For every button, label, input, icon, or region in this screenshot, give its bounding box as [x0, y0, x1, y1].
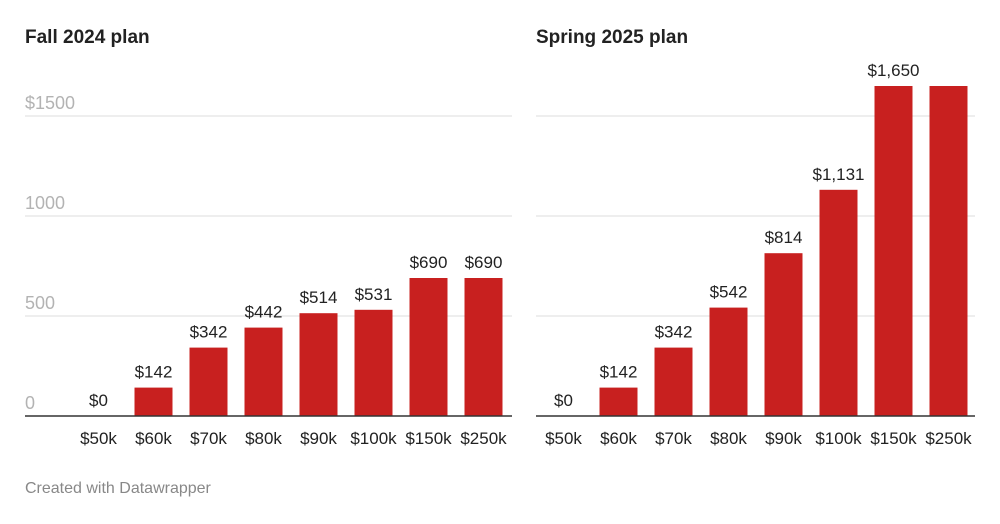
bar-value-label: $1,131	[813, 165, 865, 184]
chart-title: Spring 2025 plan	[536, 27, 688, 48]
chart-title: Fall 2024 plan	[25, 27, 150, 48]
bar-value-label: $690	[465, 253, 503, 272]
bar-value-label: $142	[600, 363, 638, 382]
bar	[654, 347, 693, 416]
bar-value-label: $342	[190, 323, 228, 342]
y-tick-label: 1000	[25, 193, 65, 213]
x-tick-label: $50k	[545, 429, 582, 448]
bar-value-label: $142	[135, 363, 173, 382]
bar	[709, 307, 748, 416]
y-tick-label: 0	[25, 393, 35, 413]
x-tick-label: $80k	[245, 429, 282, 448]
bar	[929, 86, 968, 416]
bar	[409, 278, 448, 416]
x-tick-label: $150k	[870, 429, 917, 448]
bar	[819, 189, 858, 416]
bar	[764, 253, 803, 416]
x-tick-label: $100k	[350, 429, 397, 448]
bar	[874, 86, 913, 416]
bar-value-label: $0	[554, 391, 573, 410]
bar-value-label: $0	[89, 391, 108, 410]
bar	[189, 347, 228, 416]
x-tick-label: $80k	[710, 429, 747, 448]
bar-value-label: $542	[710, 283, 748, 302]
x-tick-label: $50k	[80, 429, 117, 448]
bar-value-label: $514	[300, 288, 338, 307]
bar-value-label: $442	[245, 303, 283, 322]
bar	[244, 327, 283, 416]
x-tick-label: $100k	[815, 429, 862, 448]
y-tick-label: 500	[25, 293, 55, 313]
chart-fall-2024: Fall 2024 plan 0 500 1000 $1500 $0 $50k $142 $60…	[25, 27, 512, 448]
bar	[464, 278, 503, 416]
bar-value-label: $814	[765, 228, 803, 247]
bar-value-label: $690	[410, 253, 448, 272]
x-tick-label: $90k	[765, 429, 802, 448]
bar	[134, 387, 173, 416]
y-tick-label: $1500	[25, 93, 75, 113]
bar-value-label: $1,650	[868, 61, 920, 80]
x-tick-label: $70k	[190, 429, 227, 448]
x-tick-label: $60k	[600, 429, 637, 448]
x-tick-label: $150k	[405, 429, 452, 448]
bar-value-label: $531	[355, 285, 393, 304]
x-tick-label: $90k	[300, 429, 337, 448]
chart-spring-2025: Spring 2025 plan $0 $50k $142 $60k $342 $70k $5…	[536, 27, 975, 448]
x-tick-label: $70k	[655, 429, 692, 448]
x-tick-label: $60k	[135, 429, 172, 448]
bar	[354, 309, 393, 416]
x-tick-label: $250k	[460, 429, 507, 448]
bar	[299, 313, 338, 416]
bar	[599, 387, 638, 416]
datawrapper-credit: Created with Datawrapper	[25, 480, 211, 497]
bar-value-label: $342	[655, 323, 693, 342]
x-tick-label: $250k	[925, 429, 972, 448]
